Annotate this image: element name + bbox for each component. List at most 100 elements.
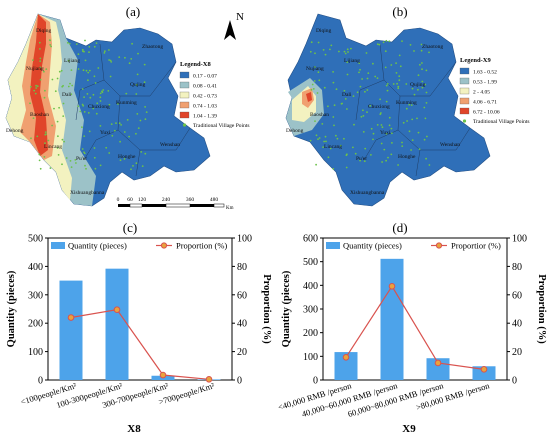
village-point	[49, 44, 52, 46]
y2-tick-label-c-0: 0	[237, 376, 242, 387]
village-point	[387, 156, 389, 159]
village-point	[62, 84, 64, 87]
village-point	[57, 135, 59, 138]
village-point	[143, 81, 146, 84]
village-point	[425, 91, 428, 94]
village-point	[396, 82, 398, 85]
village-point	[409, 44, 412, 46]
village-point	[128, 62, 131, 65]
village-point	[417, 88, 419, 91]
village-point	[366, 77, 369, 80]
chart-c-svg: (c) 0 100 200 300 400 500 0 20 40 60 80 100 Quantity…	[6, 220, 272, 435]
village-point	[405, 107, 408, 110]
village-point	[126, 119, 129, 121]
village-point	[420, 43, 423, 46]
village-point	[108, 59, 110, 61]
village-point	[397, 87, 400, 90]
village-point	[408, 130, 411, 133]
legend-title-b: Legend-X9	[460, 57, 491, 64]
village-point	[376, 43, 379, 46]
village-point	[119, 159, 122, 162]
village-point	[428, 164, 431, 166]
village-point	[44, 131, 47, 134]
village-point	[411, 118, 414, 121]
village-point	[86, 93, 89, 95]
village-point	[131, 42, 134, 45]
village-point	[34, 92, 37, 95]
place-qujing-b: Qujing	[410, 82, 426, 88]
village-point	[366, 89, 369, 91]
y-tick-label-c-0: 0	[38, 376, 43, 387]
village-point	[402, 121, 405, 124]
bar-c-0	[59, 280, 83, 380]
village-point	[66, 41, 69, 44]
panel-label-d: (d)	[392, 220, 407, 235]
prefecture-boundaries-b	[355, 43, 471, 177]
village-point	[335, 88, 338, 91]
village-point	[135, 132, 137, 135]
village-point	[39, 66, 42, 69]
village-point	[401, 141, 403, 144]
place-yuxi-b: Yuxi	[380, 130, 391, 136]
bar-d-0	[334, 352, 358, 380]
village-point	[143, 63, 146, 66]
village-point	[332, 116, 335, 118]
village-point	[33, 89, 36, 92]
place-dehong-b: Dehong	[286, 128, 304, 134]
village-point	[58, 106, 60, 109]
village-point	[322, 146, 324, 149]
y2-tick-label-d-2: 40	[512, 319, 522, 330]
legend-swatch-a-0	[179, 71, 190, 79]
village-point	[313, 80, 316, 82]
village-point	[417, 131, 420, 134]
village-point	[49, 167, 52, 170]
village-point	[370, 154, 372, 156]
legend-label-a-3: 0.74 - 1.03	[193, 104, 217, 110]
village-point	[62, 102, 65, 105]
village-point	[352, 146, 354, 149]
village-point	[372, 132, 375, 135]
legend-swatch-a-1	[179, 81, 190, 89]
village-point	[332, 71, 334, 73]
chart-legend-d: Quantity (pieces) Proportior (%)	[326, 241, 501, 251]
village-point	[309, 139, 312, 142]
village-point	[344, 52, 347, 55]
y-tick-label-d-5: 500	[303, 257, 318, 268]
village-point	[324, 53, 327, 56]
village-point	[343, 89, 346, 92]
village-point	[94, 82, 97, 84]
village-point	[44, 142, 46, 145]
village-point	[83, 135, 86, 138]
legend-label-a-0: 0.17 - 0.07	[193, 74, 217, 80]
village-point	[385, 100, 388, 103]
legend-point-icon-a	[182, 123, 187, 127]
village-point	[47, 139, 50, 142]
y-tick-label-d-6: 600	[303, 234, 318, 245]
village-point	[343, 50, 346, 53]
prefecture-boundaries-a	[75, 43, 191, 177]
village-point	[119, 140, 121, 143]
village-point	[376, 124, 379, 126]
village-point	[135, 93, 138, 95]
village-point	[425, 69, 428, 72]
village-point	[85, 69, 88, 72]
village-point	[82, 69, 85, 72]
village-point	[317, 71, 320, 74]
village-point	[36, 85, 39, 88]
village-point	[391, 142, 393, 144]
panel-label-b: (b)	[392, 4, 407, 19]
place-lincang-a: Lincang	[44, 144, 62, 150]
place-labels-b: Zhaotong Lijiang Qujing Kunming Chuxiong…	[286, 28, 460, 196]
village-point	[130, 58, 133, 60]
proportion-line-c	[70, 309, 210, 380]
village-point	[359, 85, 362, 88]
place-honghe-a: Honghe	[118, 154, 136, 160]
village-point	[347, 51, 349, 53]
village-point	[352, 95, 355, 97]
village-point	[67, 59, 70, 62]
place-lincang-b: Lincang	[324, 144, 342, 150]
y-axis-title-d: Quantity (pieces)	[281, 270, 292, 347]
village-point	[397, 164, 399, 166]
village-point	[62, 115, 65, 117]
village-point	[105, 146, 108, 149]
